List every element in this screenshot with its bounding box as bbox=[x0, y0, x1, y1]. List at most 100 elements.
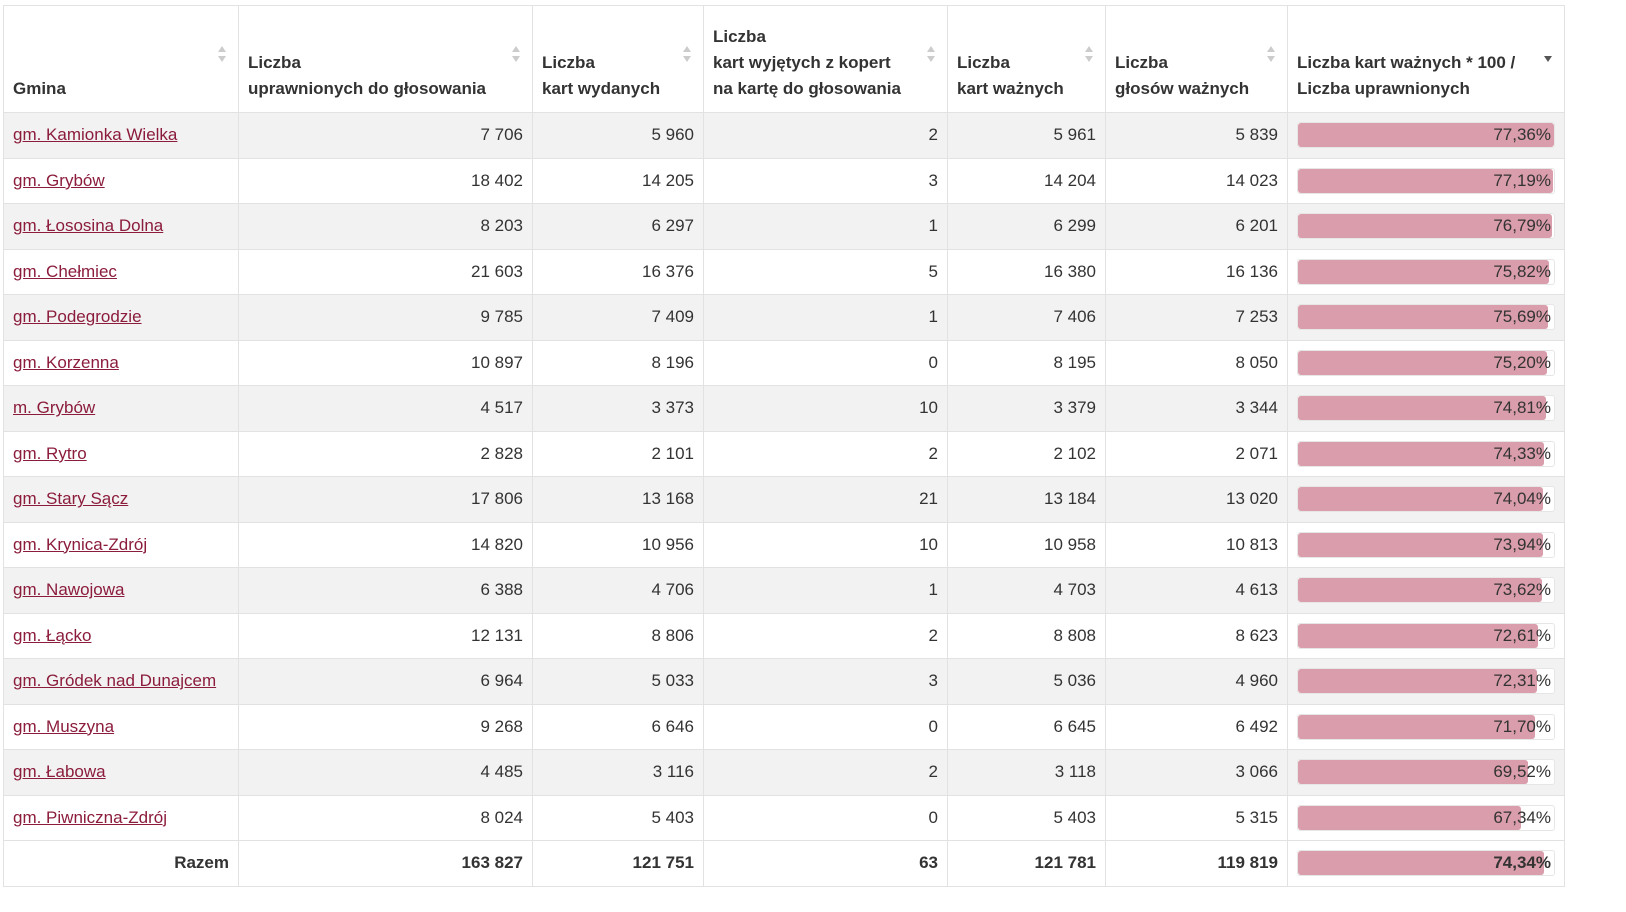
turnout-bar bbox=[1298, 805, 1521, 830]
gmina-link[interactable]: gm. Korzenna bbox=[13, 352, 119, 372]
header-text: Liczba uprawnionych bbox=[1297, 79, 1470, 98]
sort-icon[interactable] bbox=[1085, 44, 1093, 64]
gmina-link[interactable]: gm. Łabowa bbox=[13, 762, 106, 782]
data-row: gm. Kamionka Wielka 7 706 5 960 2 5 961 5 839… bbox=[3, 112, 1565, 159]
turnout-cell: 74,33% bbox=[1287, 430, 1565, 477]
turnout-cell: 73,94% bbox=[1287, 521, 1565, 568]
turnout-label: 74,81% bbox=[1493, 398, 1551, 418]
gmina-link[interactable]: m. Grybów bbox=[13, 398, 96, 418]
turnout-bar-track: 75,69% bbox=[1297, 304, 1555, 331]
column-header[interactable]: Gmina bbox=[3, 5, 239, 113]
number-cell: 7 706 bbox=[238, 112, 533, 159]
header-text: Liczba bbox=[248, 53, 301, 72]
column-header[interactable]: Liczba głosów ważnych bbox=[1105, 5, 1288, 113]
gmina-cell: gm. Krynica-Zdrój bbox=[3, 521, 239, 568]
gmina-link[interactable]: gm. Stary Sącz bbox=[13, 489, 129, 509]
header-text: kart wyjętych z kopert bbox=[713, 53, 891, 72]
number-cell: 1 bbox=[703, 567, 948, 614]
turnout-bar bbox=[1298, 578, 1542, 603]
header-text: kart wydanych bbox=[542, 79, 661, 98]
number-cell: 2 101 bbox=[532, 430, 704, 477]
gmina-link[interactable]: gm. Gródek nad Dunajcem bbox=[13, 671, 217, 691]
turnout-bar-track: 74,34% bbox=[1297, 850, 1555, 877]
gmina-cell: m. Grybów bbox=[3, 385, 239, 432]
gmina-link[interactable]: gm. Piwniczna-Zdrój bbox=[13, 807, 167, 827]
turnout-bar-track: 77,36% bbox=[1297, 122, 1555, 149]
turnout-label: 67,34% bbox=[1493, 807, 1551, 827]
turnout-cell: 75,20% bbox=[1287, 339, 1565, 386]
turnout-bar bbox=[1298, 623, 1539, 648]
turnout-cell: 76,79% bbox=[1287, 203, 1565, 250]
turnout-cell: 73,62% bbox=[1287, 567, 1565, 614]
number-cell: 0 bbox=[703, 794, 948, 841]
turnout-cell: 67,34% bbox=[1287, 794, 1565, 841]
sort-icon[interactable] bbox=[1267, 44, 1275, 64]
number-cell: 2 bbox=[703, 749, 948, 796]
column-header[interactable]: Liczba kart ważnych bbox=[947, 5, 1106, 113]
gmina-cell: gm. Piwniczna-Zdrój bbox=[3, 794, 239, 841]
turnout-bar-track: 74,33% bbox=[1297, 440, 1555, 467]
turnout-bar bbox=[1298, 487, 1543, 512]
gmina-link[interactable]: gm. Kamionka Wielka bbox=[13, 125, 178, 145]
number-cell: 13 020 bbox=[1105, 476, 1288, 523]
sort-icon[interactable] bbox=[512, 44, 520, 64]
number-cell: 3 bbox=[703, 157, 948, 204]
turnout-label: 73,94% bbox=[1493, 534, 1551, 554]
turnout-bar bbox=[1298, 760, 1529, 785]
number-cell: 2 bbox=[703, 612, 948, 659]
turnout-bar bbox=[1298, 123, 1554, 148]
gmina-link[interactable]: gm. Nawojowa bbox=[13, 580, 125, 600]
turnout-label: 73,62% bbox=[1493, 580, 1551, 600]
number-cell: 3 bbox=[703, 658, 948, 705]
column-header[interactable]: Liczba kart wydanych bbox=[532, 5, 704, 113]
sort-icon[interactable] bbox=[927, 44, 935, 64]
turnout-label: 77,19% bbox=[1493, 170, 1551, 190]
turnout-bar-track: 72,31% bbox=[1297, 668, 1555, 695]
sort-icon[interactable] bbox=[218, 44, 226, 64]
header-text: Liczba bbox=[1115, 53, 1168, 72]
gmina-link[interactable]: gm. Łącko bbox=[13, 625, 92, 645]
turnout-label: 72,61% bbox=[1493, 625, 1551, 645]
total-cell: 121 781 bbox=[947, 840, 1106, 887]
gmina-cell: gm. Grybów bbox=[3, 157, 239, 204]
turnout-label: 71,70% bbox=[1493, 716, 1551, 736]
header-row: Gmina Liczba uprawnionych do głosowania Lic… bbox=[3, 5, 1565, 113]
number-cell: 6 297 bbox=[532, 203, 704, 250]
column-header[interactable]: Liczba kart wyjętych z kopert na kartę do … bbox=[703, 5, 948, 113]
number-cell: 10 813 bbox=[1105, 521, 1288, 568]
number-cell: 5 403 bbox=[947, 794, 1106, 841]
number-cell: 3 379 bbox=[947, 385, 1106, 432]
gmina-cell: gm. Korzenna bbox=[3, 339, 239, 386]
header-text: Liczba bbox=[542, 53, 595, 72]
turnout-bar bbox=[1298, 214, 1553, 239]
number-cell: 4 517 bbox=[238, 385, 533, 432]
gmina-link[interactable]: gm. Rytro bbox=[13, 443, 87, 463]
turnout-label: 74,04% bbox=[1493, 489, 1551, 509]
number-cell: 8 050 bbox=[1105, 339, 1288, 386]
gmina-cell: gm. Stary Sącz bbox=[3, 476, 239, 523]
turnout-bar bbox=[1298, 168, 1554, 193]
number-cell: 16 376 bbox=[532, 248, 704, 295]
number-cell: 2 bbox=[703, 430, 948, 477]
gmina-cell: gm. Gródek nad Dunajcem bbox=[3, 658, 239, 705]
turnout-cell: 72,61% bbox=[1287, 612, 1565, 659]
turnout-label: 72,31% bbox=[1493, 671, 1551, 691]
column-header[interactable]: Liczba kart ważnych * 100 / Liczba uprawn… bbox=[1287, 5, 1565, 113]
gmina-link[interactable]: gm. Podegrodzie bbox=[13, 307, 142, 327]
gmina-link[interactable]: gm. Łososina Dolna bbox=[13, 216, 164, 236]
gmina-link[interactable]: gm. Muszyna bbox=[13, 716, 115, 736]
gmina-link[interactable]: gm. Grybów bbox=[13, 170, 105, 190]
number-cell: 8 195 bbox=[947, 339, 1106, 386]
sort-icon[interactable] bbox=[683, 44, 691, 64]
table-head: Gmina Liczba uprawnionych do głosowania Lic… bbox=[3, 5, 1565, 113]
number-cell: 5 036 bbox=[947, 658, 1106, 705]
data-row: gm. Piwniczna-Zdrój 8 024 5 403 0 5 403 5 315… bbox=[3, 794, 1565, 841]
gmina-link[interactable]: gm. Chełmiec bbox=[13, 261, 117, 281]
gmina-link[interactable]: gm. Krynica-Zdrój bbox=[13, 534, 148, 554]
turnout-bar bbox=[1298, 532, 1543, 557]
number-cell: 6 645 bbox=[947, 703, 1106, 750]
turnout-label: 75,82% bbox=[1493, 261, 1551, 281]
sort-icon[interactable] bbox=[1544, 44, 1552, 64]
column-header[interactable]: Liczba uprawnionych do głosowania bbox=[238, 5, 533, 113]
